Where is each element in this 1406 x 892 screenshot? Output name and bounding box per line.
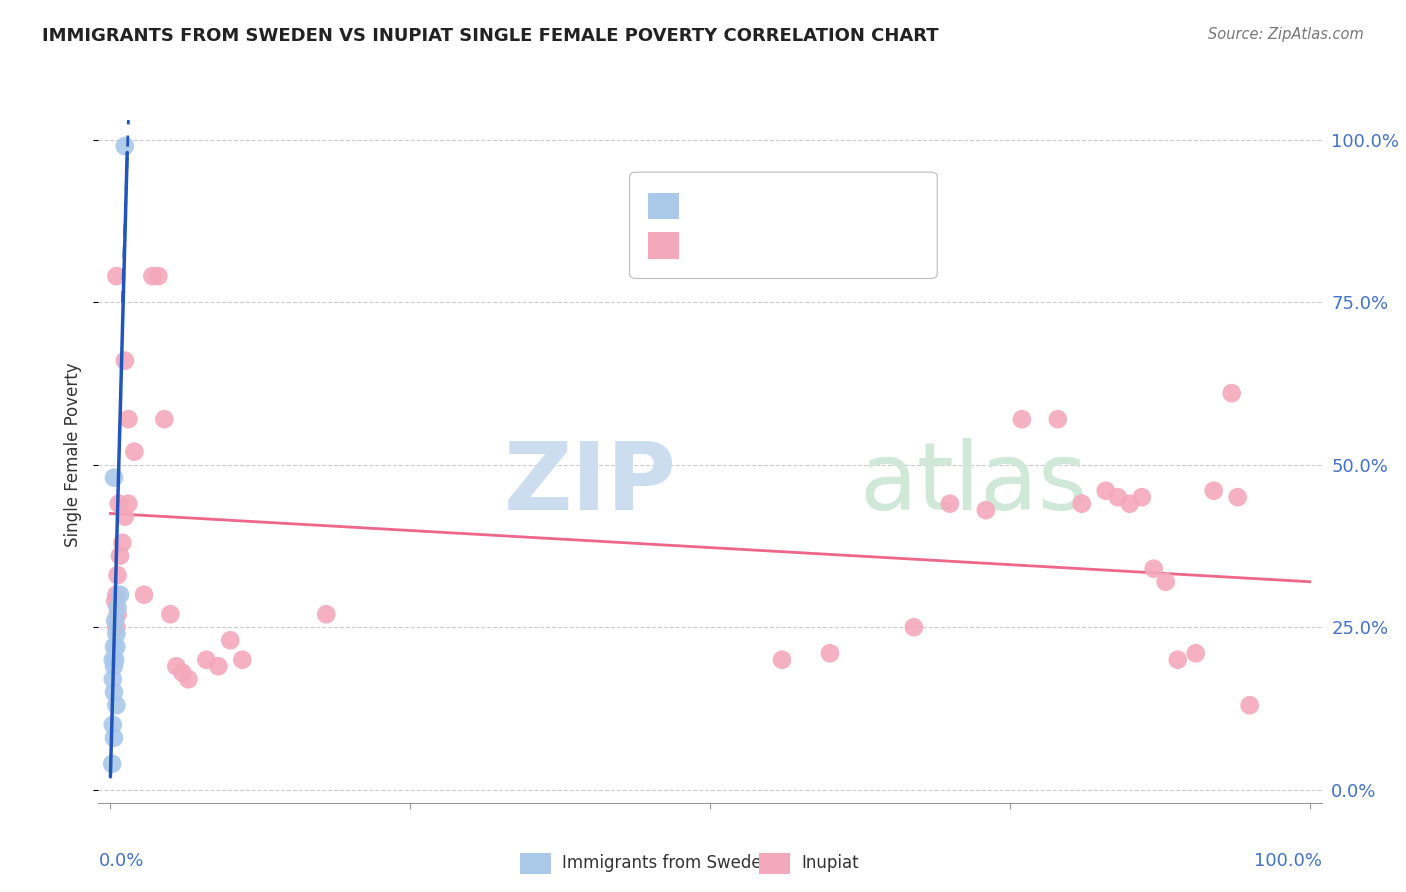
Text: Source: ZipAtlas.com: Source: ZipAtlas.com [1208, 27, 1364, 42]
Point [108, 497, 131, 511]
Point [107, 600, 129, 615]
Point [103, 685, 125, 699]
Text: R = 0.784    N = 17: R = 0.784 N = 17 [690, 197, 880, 215]
Point [105, 620, 128, 634]
Point [103, 659, 125, 673]
Point [107, 607, 129, 622]
Point [104, 614, 127, 628]
Point [1167, 653, 1189, 667]
Point [1143, 562, 1166, 576]
Point [114, 139, 136, 153]
Point [1011, 412, 1033, 426]
Point [101, 672, 124, 686]
Point [111, 535, 134, 549]
Point [1220, 386, 1243, 401]
Point [117, 497, 139, 511]
Point [1119, 497, 1142, 511]
Point [108, 549, 131, 563]
Text: Immigrants from Sweden: Immigrants from Sweden [562, 855, 772, 872]
Point [770, 653, 793, 667]
Point [153, 412, 176, 426]
Point [103, 640, 125, 654]
Y-axis label: Single Female Poverty: Single Female Poverty [65, 363, 83, 547]
Point [101, 756, 124, 771]
Point [939, 497, 962, 511]
Text: 100.0%: 100.0% [1254, 852, 1322, 870]
Point [172, 665, 194, 680]
Text: R = -0.161    N = 47: R = -0.161 N = 47 [690, 236, 889, 254]
Point [1094, 483, 1116, 498]
Text: Inupiat: Inupiat [801, 855, 859, 872]
Point [103, 471, 125, 485]
Point [105, 640, 128, 654]
Point [148, 269, 170, 284]
Point [105, 588, 128, 602]
Text: IMMIGRANTS FROM SWEDEN VS INUPIAT SINGLE FEMALE POVERTY CORRELATION CHART: IMMIGRANTS FROM SWEDEN VS INUPIAT SINGLE… [42, 27, 939, 45]
Point [1130, 490, 1153, 504]
Point [1107, 490, 1129, 504]
Point [315, 607, 337, 622]
Point [105, 626, 128, 640]
Point [974, 503, 997, 517]
Point [1070, 497, 1092, 511]
Point [124, 444, 146, 458]
Point [132, 588, 155, 602]
Point [195, 653, 218, 667]
Text: ZIP: ZIP [503, 438, 676, 530]
Point [105, 698, 128, 713]
Point [177, 672, 200, 686]
Point [231, 653, 253, 667]
Point [219, 633, 242, 648]
Point [103, 731, 125, 745]
Point [818, 646, 841, 660]
Point [107, 568, 129, 582]
Point [159, 607, 181, 622]
Point [104, 594, 127, 608]
Point [105, 269, 128, 284]
Point [114, 509, 136, 524]
Point [108, 588, 131, 602]
Point [165, 659, 187, 673]
Text: atlas: atlas [859, 438, 1088, 530]
Point [207, 659, 229, 673]
Point [903, 620, 925, 634]
Point [104, 653, 127, 667]
Point [101, 653, 124, 667]
Point [117, 412, 139, 426]
Point [1239, 698, 1261, 713]
Point [1046, 412, 1069, 426]
Point [1202, 483, 1225, 498]
Point [141, 269, 163, 284]
Point [101, 718, 124, 732]
Point [1226, 490, 1249, 504]
Text: 0.0%: 0.0% [98, 852, 143, 870]
Point [1154, 574, 1177, 589]
Point [114, 353, 136, 368]
Point [1184, 646, 1206, 660]
